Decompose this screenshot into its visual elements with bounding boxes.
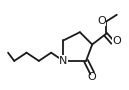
Text: O: O	[97, 16, 106, 26]
Text: O: O	[112, 36, 121, 46]
Text: N: N	[59, 56, 68, 66]
Text: O: O	[88, 72, 97, 82]
